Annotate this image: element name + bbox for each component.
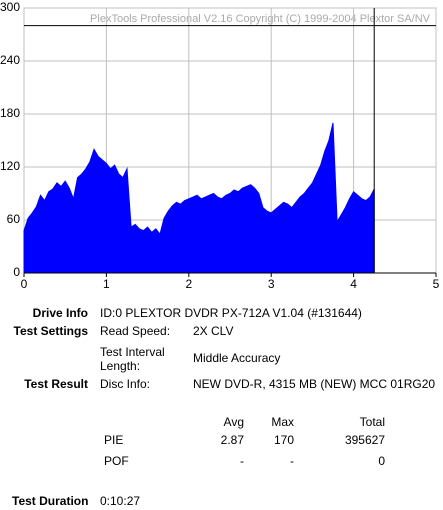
y-tick-label: 120 xyxy=(0,159,20,173)
y-tick-label: 180 xyxy=(0,106,20,120)
y-tick-label: 300 xyxy=(0,0,20,14)
label: Test Duration xyxy=(12,494,89,508)
field: Read Speed: xyxy=(100,324,171,338)
field: Test Interval Length: xyxy=(100,345,165,373)
chart: PlexTools Professional V2.16 Copyright (… xyxy=(0,0,440,291)
cell: - xyxy=(290,454,294,468)
x-tick-label: 0 xyxy=(21,277,28,291)
cell: 395627 xyxy=(344,433,385,447)
y-tick-label: 0 xyxy=(13,265,20,279)
value: Middle Accuracy xyxy=(193,351,281,365)
cell: 0 xyxy=(378,454,385,468)
label: Test Result xyxy=(24,377,88,391)
x-tick-label: 4 xyxy=(350,277,357,291)
cell: 2.87 xyxy=(220,433,244,447)
y-tick-label: 240 xyxy=(0,53,20,67)
value: ID:0 PLEXTOR DVDR PX-712A V1.04 (#131644… xyxy=(100,306,362,320)
col-header: Total xyxy=(359,415,385,429)
row-label: PIE xyxy=(104,433,124,447)
watermark: PlexTools Professional V2.16 Copyright (… xyxy=(90,13,431,25)
x-tick-label: 5 xyxy=(433,277,440,291)
col-header: Avg xyxy=(223,415,244,429)
value: NEW DVD-R, 4315 MB (NEW) MCC 01RG20 xyxy=(193,377,436,391)
value: 0:10:27 xyxy=(100,494,141,508)
x-tick-label: 3 xyxy=(268,277,275,291)
label: Test Settings xyxy=(13,324,88,338)
x-tick-label: 1 xyxy=(103,277,110,291)
col-header: Max xyxy=(271,415,294,429)
value: 2X CLV xyxy=(193,324,234,338)
label: Drive Info xyxy=(32,306,88,320)
field: Disc Info: xyxy=(100,377,151,391)
cell: 170 xyxy=(273,433,294,447)
area xyxy=(23,122,375,274)
row-label: POF xyxy=(104,454,129,468)
y-tick-label: 60 xyxy=(7,212,21,226)
x-tick-label: 2 xyxy=(185,277,192,291)
cell: - xyxy=(240,454,244,468)
